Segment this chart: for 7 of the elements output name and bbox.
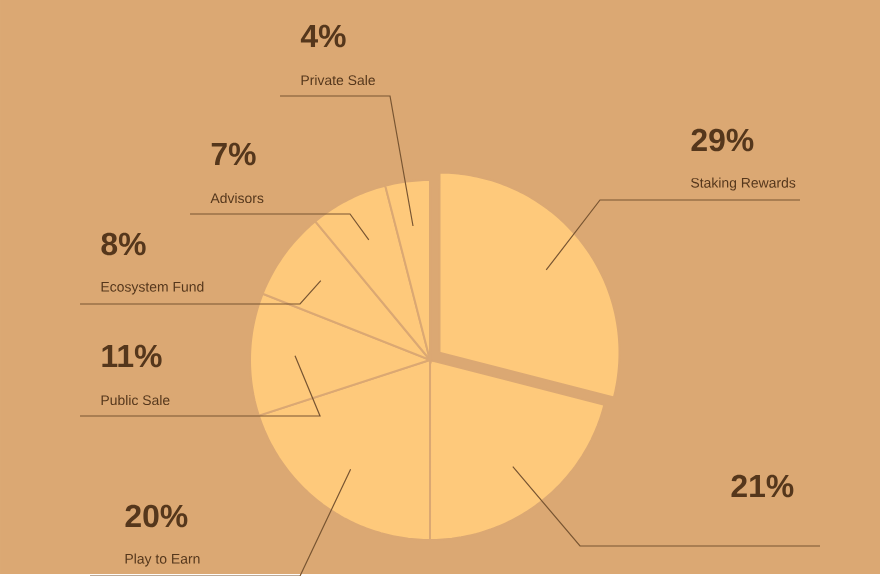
- data-label: 20%: [125, 504, 188, 527]
- data-label: 7%: [211, 142, 256, 165]
- data-label: 4%: [300, 24, 346, 47]
- data-label: 21%: [731, 474, 794, 497]
- data-label: 29%: [691, 128, 754, 151]
- data-label: 8%: [101, 232, 146, 255]
- data-label: 11%: [102, 344, 162, 367]
